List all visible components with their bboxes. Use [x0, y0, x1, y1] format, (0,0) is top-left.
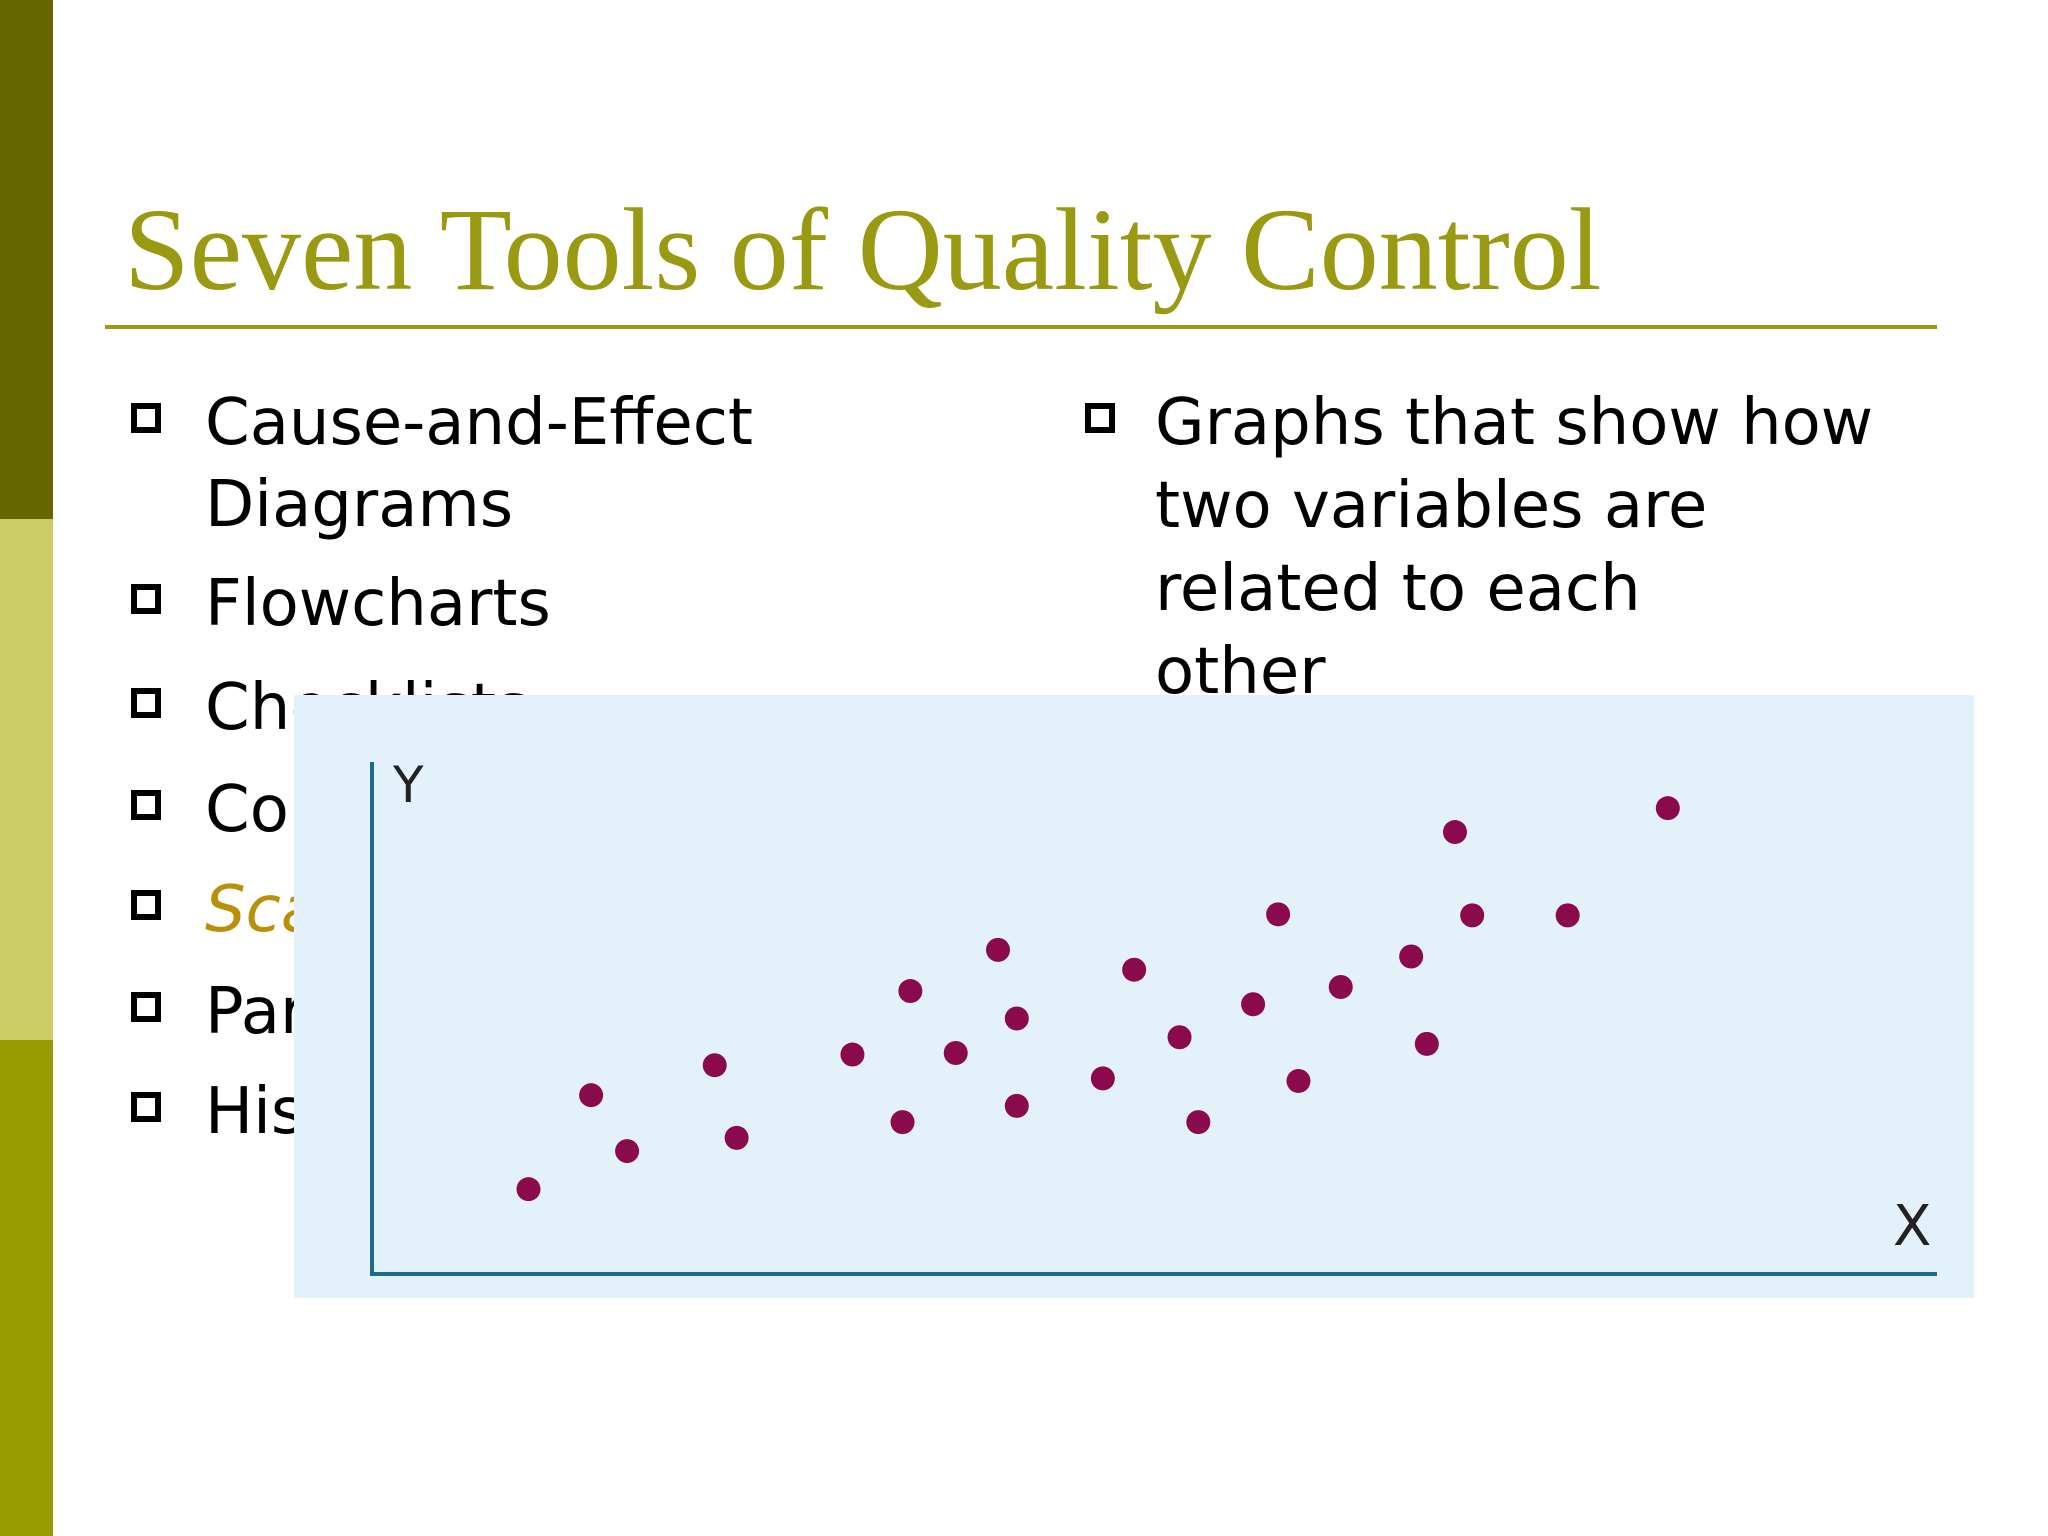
- point: [702, 1053, 727, 1078]
- point: [890, 1110, 915, 1135]
- side-bar: [0, 519, 53, 1040]
- point: [1004, 1093, 1029, 1118]
- point: [579, 1083, 604, 1108]
- point: [1004, 1006, 1029, 1031]
- point: [1122, 957, 1147, 982]
- point: [1186, 1110, 1211, 1135]
- point: [1460, 903, 1485, 928]
- point: [1442, 820, 1467, 845]
- plot-image: [294, 695, 1974, 1298]
- point: [1328, 974, 1353, 999]
- side-bar: [0, 0, 53, 519]
- point: [986, 937, 1010, 962]
- bullet: [131, 403, 161, 433]
- point: [1414, 1031, 1439, 1056]
- bullet: [131, 890, 161, 920]
- bullet: [131, 688, 161, 718]
- point: [1167, 1025, 1192, 1050]
- point: [615, 1139, 640, 1164]
- bullet: [131, 790, 161, 820]
- point: [1655, 796, 1680, 821]
- point: [1555, 903, 1580, 928]
- point: [943, 1041, 968, 1066]
- point: [1266, 902, 1291, 927]
- point: [724, 1125, 749, 1150]
- bullet: [1085, 403, 1115, 433]
- list-item: Flowcharts: [205, 567, 551, 641]
- x-axis-label: X: [1893, 1194, 1931, 1259]
- point: [1399, 944, 1424, 969]
- slide-title: Seven Tools of Quality Control: [124, 184, 1602, 315]
- y-axis-label: Y: [392, 756, 424, 814]
- side-bar: [0, 1040, 53, 1536]
- bullet: [131, 1092, 161, 1122]
- point: [1286, 1068, 1311, 1093]
- point: [516, 1177, 541, 1202]
- bullet: [131, 584, 161, 614]
- list-item: Graphs that show how two variables are rel…: [1155, 386, 1873, 709]
- point: [1241, 992, 1266, 1017]
- bullet: [131, 992, 161, 1022]
- point: [898, 979, 923, 1004]
- points: [516, 796, 1680, 1202]
- point: [840, 1042, 865, 1067]
- list-item: Cause-and-Effect Diagrams: [205, 386, 753, 542]
- point: [1090, 1066, 1115, 1091]
